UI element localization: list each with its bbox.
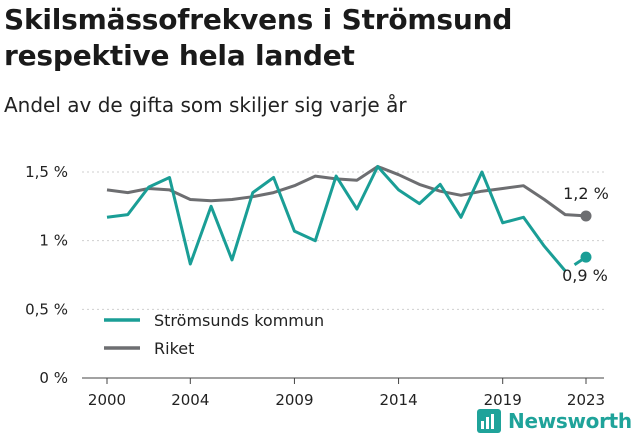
legend-bg-riket (96, 338, 356, 362)
end-point-riket (580, 210, 592, 222)
legend-bg-stromsund (96, 310, 356, 334)
y-tick-label: 1 % (39, 232, 68, 250)
x-tick-label: 2009 (275, 391, 313, 409)
brand-name: Newsworthy (508, 409, 631, 433)
y-tick-label: 0,5 % (25, 300, 68, 318)
legend-label-stromsund: Strömsunds kommun (154, 311, 324, 330)
series-lines (106, 165, 592, 272)
x-tick-label: 2004 (171, 391, 209, 409)
x-tick-label: 2023 (567, 391, 605, 409)
chart-subtitle: Andel av de gifta som skiljer sig varje … (4, 93, 407, 117)
brand-logo: Newsworthy (476, 406, 631, 436)
x-tick-label: 2000 (88, 391, 126, 409)
end-labels: 1,2 % 0,9 % (562, 184, 609, 285)
chart-title: Skilsmässofrekvens i Strömsund respektiv… (4, 3, 513, 72)
newsworthy-logo-icon (477, 409, 501, 433)
x-tick-label: 2014 (379, 391, 417, 409)
legend-label-riket: Riket (154, 339, 194, 358)
x-tick-label: 2019 (484, 391, 522, 409)
series-line-riket (106, 165, 587, 218)
y-axis: 0 % 0,5 % 1 % 1,5 % (25, 163, 68, 387)
end-point-stromsund (580, 251, 592, 263)
end-label-stromsund: 0,9 % (562, 266, 608, 285)
grid-lines (82, 171, 604, 379)
end-label-riket: 1,2 % (563, 184, 609, 203)
chart-legend: Strömsunds kommun Riket (96, 310, 356, 362)
series-line-stromsund (106, 165, 567, 272)
y-tick-label: 0 % (39, 369, 68, 387)
x-axis: 2000 2004 2009 2014 2019 2023 (88, 378, 605, 409)
y-tick-label: 1,5 % (25, 163, 68, 181)
